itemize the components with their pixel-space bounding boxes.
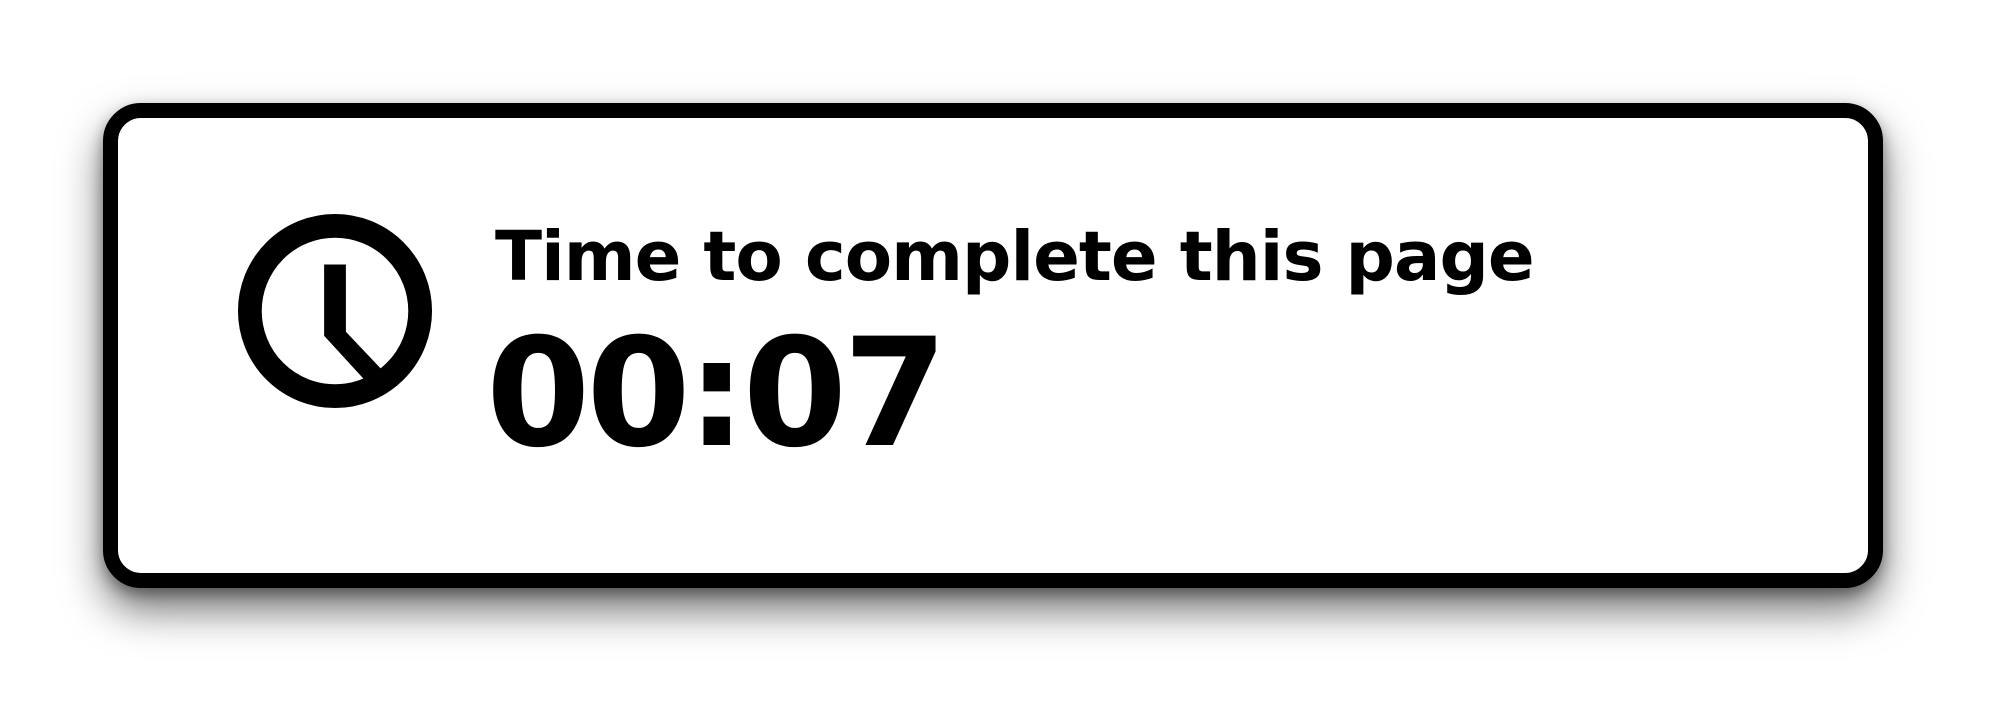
timer-value: 00:07 (486, 307, 947, 481)
timer-label: Time to complete this page (495, 217, 1535, 297)
clock-icon (236, 212, 434, 410)
timer-card: Time to complete this page 00:07 (103, 103, 1883, 588)
